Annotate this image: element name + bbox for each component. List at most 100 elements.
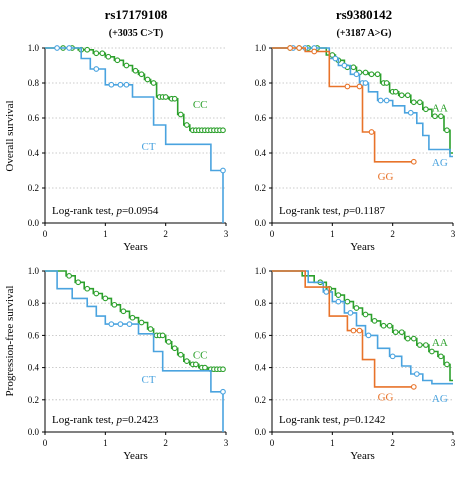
censor-mark	[171, 345, 178, 352]
censor-mark	[404, 335, 411, 342]
censor-mark	[93, 66, 100, 72]
log-rank-annotation: Log-rank test, p=0.1242	[279, 414, 385, 426]
censor-mark	[123, 62, 130, 69]
y-tick-label: 0.2	[28, 183, 39, 193]
censor-mark	[311, 48, 318, 55]
censor-mark	[183, 122, 190, 128]
censor-mark	[344, 83, 351, 90]
censor-mark	[93, 290, 100, 297]
panel-os-rs17179108: 0.0 0.2 0.4 0.6 0.8 1.0 0 1 2 3 Years CC CT Log-rank …	[28, 43, 229, 253]
censor-mark	[114, 57, 121, 64]
censor-mark	[374, 71, 381, 78]
censor-mark	[66, 45, 72, 51]
series-label-cc: CC	[193, 350, 208, 362]
censor-mark	[377, 97, 384, 104]
censor-mark	[335, 298, 342, 305]
y-tick-label: 0.8	[255, 78, 267, 88]
censor-mark	[99, 50, 106, 57]
censor-mark	[66, 272, 72, 279]
censor-mark	[147, 326, 154, 332]
x-tick-label: 1	[330, 438, 335, 448]
censor-mark	[383, 97, 390, 104]
y-tick-label: 0.8	[28, 298, 40, 308]
survival-curve-ct	[45, 47, 224, 223]
censor-mark	[220, 388, 226, 395]
censor-mark	[117, 81, 124, 88]
panel-os-rs9380142: 0.0 0.2 0.4 0.6 0.8 1.0 0 1 2 3 Years AA AG GG Log-ran…	[255, 43, 456, 253]
x-tick-label: 0	[43, 438, 48, 448]
survival-curve-ct	[45, 270, 224, 432]
x-tick-label: 3	[451, 438, 456, 448]
panel-pfs-rs17179108: 0.0 0.2 0.4 0.6 0.8 1.0 0 1 2 3 Years CC CT Log-rank …	[28, 266, 229, 462]
censor-mark	[126, 321, 133, 327]
censor-mark	[356, 327, 363, 334]
censor-mark	[165, 338, 172, 345]
panel-pfs-rs9380142: 0.0 0.2 0.4 0.6 0.8 1.0 0 1 2 3 Years AA AG GG Log-ran…	[255, 266, 456, 462]
series-label-gg: GG	[378, 171, 394, 183]
censor-mark	[444, 361, 450, 368]
log-rank-annotation: Log-rank test, p=0.1187	[279, 205, 385, 217]
y-tick-label: 1.0	[255, 266, 267, 276]
survival-curve-cc	[45, 47, 225, 132]
censor-mark	[386, 322, 393, 329]
x-tick-label: 2	[390, 438, 395, 448]
censor-mark	[410, 99, 417, 106]
censor-mark	[123, 81, 130, 88]
censor-mark	[444, 127, 450, 134]
x-axis-label: Years	[350, 450, 375, 462]
censor-mark	[423, 342, 429, 348]
x-tick-label: 2	[390, 229, 395, 239]
censor-mark	[192, 361, 199, 368]
y-tick-label: 0.4	[255, 148, 267, 158]
x-tick-label: 0	[270, 438, 275, 448]
x-tick-label: 1	[103, 438, 108, 448]
censor-mark	[75, 279, 82, 286]
x-axis-label: Years	[123, 241, 148, 253]
censor-mark	[108, 321, 115, 327]
censor-mark	[129, 314, 136, 321]
censor-mark	[368, 129, 375, 135]
column-title-left: rs17179108	[105, 7, 168, 22]
censor-mark	[108, 81, 115, 88]
x-tick-label: 3	[451, 229, 456, 239]
censor-mark	[350, 327, 357, 334]
censor-mark	[380, 322, 387, 329]
x-axis-label: Years	[350, 241, 375, 253]
censor-mark	[365, 332, 372, 339]
censor-mark	[362, 311, 369, 318]
censor-mark	[117, 321, 124, 327]
censor-mark	[344, 298, 351, 305]
censor-mark	[392, 88, 399, 95]
x-tick-label: 1	[330, 229, 335, 239]
x-tick-label: 0	[43, 229, 48, 239]
y-tick-label: 0.6	[28, 330, 40, 340]
series-label-cc: CC	[193, 99, 208, 111]
censor-mark	[389, 353, 396, 360]
censor-mark	[138, 319, 145, 326]
censor-mark	[202, 364, 208, 371]
y-tick-label: 0.2	[255, 183, 266, 193]
censor-mark	[383, 80, 390, 86]
column-subtitle-left: (+3035 C>T)	[109, 28, 163, 39]
censor-mark	[177, 111, 184, 118]
row-ylabel-top: Overall survival	[4, 100, 16, 171]
series-label-ag: AG	[432, 157, 448, 169]
censor-mark	[398, 92, 405, 99]
series-label-aa: AA	[432, 103, 448, 115]
censor-mark	[438, 113, 444, 120]
series-label-aa: AA	[432, 337, 448, 349]
y-tick-label: 0.4	[28, 148, 40, 158]
log-rank-annotation: Log-rank test, p=0.2423	[52, 414, 159, 426]
censor-mark	[423, 106, 429, 113]
censor-mark	[362, 80, 369, 86]
y-tick-label: 0.2	[255, 395, 266, 405]
censor-mark	[323, 289, 330, 295]
censor-mark	[362, 69, 369, 76]
survival-curve-ag	[272, 270, 453, 385]
x-axis-label: Years	[123, 450, 148, 462]
censor-mark	[438, 353, 444, 360]
censor-mark	[54, 45, 60, 51]
censor-mark	[287, 45, 293, 51]
x-tick-label: 3	[224, 438, 229, 448]
